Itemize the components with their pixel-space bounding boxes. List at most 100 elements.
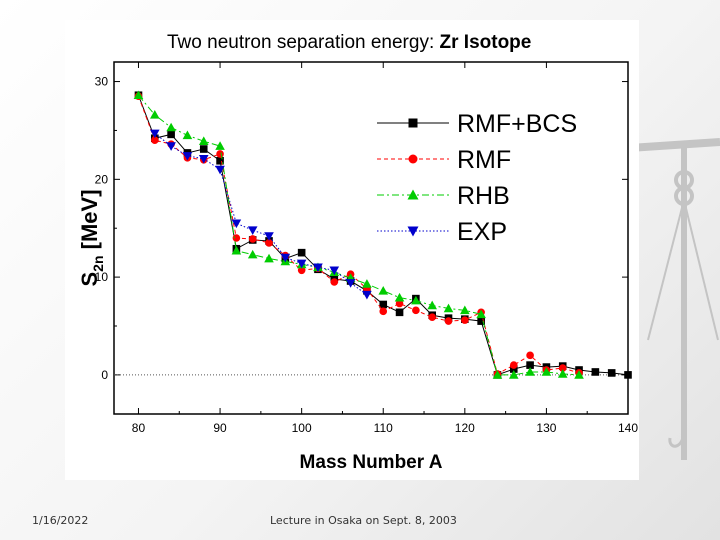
legend-marker (407, 189, 419, 200)
data-point (199, 145, 208, 153)
data-point (166, 122, 176, 132)
y-axis-label: S2n [MeV] (77, 189, 106, 286)
data-point (557, 369, 568, 378)
legend-marker (407, 226, 419, 237)
series-layer (133, 90, 632, 379)
data-point (329, 266, 340, 276)
data-point (607, 369, 616, 377)
chart-title-main: Two neutron separation energy: (167, 32, 440, 53)
y-tick-label: 0 (101, 368, 108, 382)
data-point (362, 290, 372, 300)
legend-label: RMF+BCS (457, 110, 577, 138)
s2n-chart: Two neutron separation energy: Zr Isotop… (77, 32, 638, 473)
slide-date: 1/16/2022 (32, 514, 89, 527)
data-point (526, 361, 534, 369)
data-point (509, 361, 518, 369)
data-point (247, 226, 258, 235)
plot-card: Two neutron separation energy: Zr Isotop… (65, 20, 639, 480)
data-point (166, 142, 176, 151)
data-point (362, 279, 372, 288)
data-point (215, 141, 225, 150)
data-point (264, 253, 274, 263)
data-point (525, 367, 535, 376)
y-tick-label: 10 (95, 270, 109, 284)
data-point (330, 278, 339, 286)
data-point (492, 370, 503, 379)
series-line (138, 94, 580, 376)
x-axis-label-main: Mass Number (300, 452, 429, 473)
data-point (624, 371, 632, 379)
data-point (558, 364, 567, 372)
data-point (345, 279, 356, 288)
x-tick-label: 90 (213, 421, 227, 435)
y-axis-label-sub: 2n (90, 255, 106, 271)
plot-frame (113, 61, 629, 415)
x-tick-label: 110 (374, 421, 393, 435)
data-point (216, 150, 224, 158)
data-point (412, 306, 420, 315)
y-axis-label-unit: [MeV] (77, 189, 102, 255)
data-point (247, 249, 258, 259)
x-axis-label-bold: A (429, 452, 443, 473)
chart-title-bold: Zr Isotope (440, 32, 532, 53)
x-tick-label: 100 (292, 421, 312, 435)
data-point (297, 248, 306, 257)
legend-label: RHB (457, 182, 510, 210)
x-axis-label: Mass Number A (300, 452, 443, 473)
data-point (541, 367, 552, 376)
data-point (444, 317, 453, 325)
data-point (167, 130, 175, 139)
y-axis-label-main: S (77, 272, 102, 287)
data-point (296, 259, 307, 269)
data-point (378, 286, 389, 295)
data-point (297, 266, 306, 275)
data-point (394, 292, 405, 302)
data-point (182, 152, 193, 161)
data-point (509, 365, 518, 373)
data-point (591, 368, 600, 376)
data-point (231, 219, 242, 229)
data-point (182, 130, 193, 140)
series-rhb (133, 90, 584, 379)
data-point (232, 234, 241, 242)
axes-layer: 80 90 100 110 120 130 140 0 10 20 30 (95, 62, 638, 435)
data-point (149, 129, 160, 139)
legend-marker (408, 118, 418, 128)
data-point (216, 156, 224, 165)
legend-label: EXP (457, 218, 507, 246)
series-exp (149, 129, 372, 300)
data-point (428, 313, 436, 322)
data-point (427, 300, 437, 310)
x-tick-label: 130 (536, 421, 556, 435)
data-point (460, 305, 470, 315)
data-point (443, 303, 454, 313)
data-point (574, 370, 584, 379)
data-point (150, 136, 159, 145)
legend: RMF+BCS RMF RHB EXP (377, 110, 577, 246)
x-tick-label: 140 (618, 421, 638, 435)
data-point (265, 239, 273, 247)
data-point (508, 370, 519, 379)
data-point (477, 317, 485, 325)
data-point (379, 307, 388, 316)
y-tick-label: 30 (95, 75, 109, 89)
data-point (313, 263, 323, 273)
data-point (395, 308, 404, 317)
legend-label: RMF (457, 146, 511, 174)
data-point (395, 299, 404, 308)
data-point (526, 351, 534, 360)
data-point (476, 309, 486, 319)
data-point (149, 110, 160, 119)
x-tick-label: 120 (455, 421, 475, 435)
data-point (133, 90, 144, 100)
chart-title: Two neutron separation energy: Zr Isotop… (167, 32, 531, 53)
data-point (264, 232, 274, 241)
legend-marker (408, 154, 418, 164)
data-point (411, 295, 421, 305)
data-point (248, 235, 257, 243)
data-point (198, 155, 209, 164)
data-point (280, 253, 291, 263)
slide-footer: Lecture in Osaka on Sept. 8, 2003 (270, 514, 457, 527)
data-point (215, 165, 225, 175)
y-tick-label: 20 (95, 172, 109, 186)
